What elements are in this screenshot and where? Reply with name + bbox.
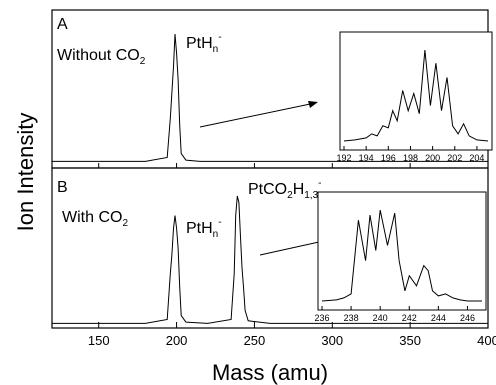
panel-a-label: A <box>57 16 68 33</box>
x-tick-label: 400 <box>477 333 496 348</box>
inset-spectrum-line-panel-a <box>343 50 489 142</box>
x-tick-label: 300 <box>321 333 343 348</box>
panel-b-peak-label: PtHn- <box>186 217 222 240</box>
inset-x-tick-label: 238 <box>344 313 359 323</box>
panel-b-frame <box>51 167 489 329</box>
x-tick-label: 350 <box>399 333 421 348</box>
inset-x-tick-label: 204 <box>469 153 484 163</box>
inset-x-tick-label: 246 <box>460 313 475 323</box>
x-tick-label: 250 <box>244 333 266 348</box>
x-tick-label: 150 <box>88 333 110 348</box>
inset-x-tick-label: 196 <box>381 153 396 163</box>
inset-x-tick-label: 200 <box>425 153 440 163</box>
panel-b-arrow <box>259 239 329 256</box>
panel-a-peak-label: PtHn- <box>186 32 222 55</box>
inset-x-tick-label: 242 <box>402 313 417 323</box>
x-tick-label: 200 <box>166 333 188 348</box>
panel-a-condition: Without CO2 <box>57 47 146 67</box>
panel-b-peak2-label: PtCO2H1,3- <box>248 178 322 201</box>
panel-b-label: B <box>57 179 68 196</box>
inset-frame-panel-a <box>339 31 493 151</box>
spectrum-line-panel-a <box>52 33 488 162</box>
panel-b-condition: With CO2 <box>62 209 128 229</box>
inset-x-tick-label: 198 <box>403 153 418 163</box>
inset-spectrum-line-panel-b <box>321 209 482 302</box>
inset-x-tick-label: 194 <box>359 153 374 163</box>
inset-x-tick-label: 192 <box>336 153 351 163</box>
plot-layer: 192 194 196 198 200 202 204 236 238 240 242 244 246 1… <box>52 31 496 348</box>
inset-x-tick-label: 236 <box>314 313 329 323</box>
inset-x-tick-label: 202 <box>447 153 462 163</box>
inset-x-tick-label: 240 <box>373 313 388 323</box>
spectrum-line-panel-b <box>52 195 488 324</box>
y-axis-label: Ion Intensity <box>13 113 38 232</box>
panel-a-arrow <box>199 102 316 128</box>
x-axis-label: Mass (amu) <box>212 360 328 385</box>
inset-frame-panel-b <box>317 191 487 311</box>
panel-a-arrowhead <box>308 101 318 108</box>
inset-x-tick-label: 244 <box>431 313 446 323</box>
